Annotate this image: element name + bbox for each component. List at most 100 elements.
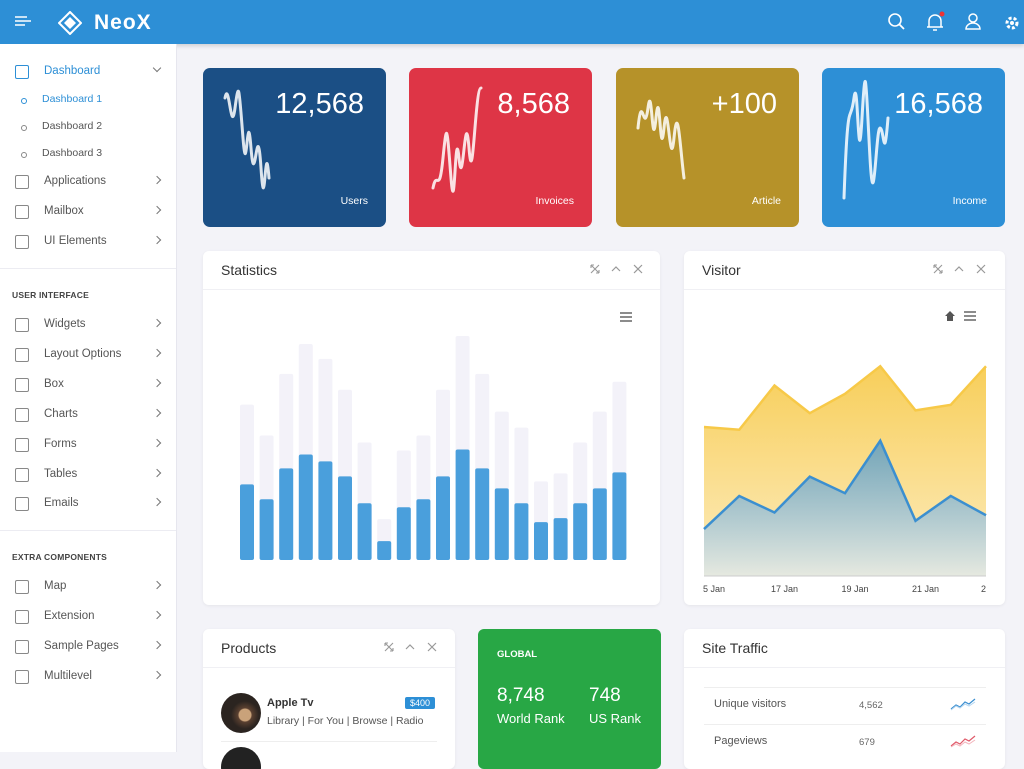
chevron xyxy=(152,438,162,447)
chevron xyxy=(152,610,162,620)
products-card: Products Apple Tv $400 Library | For You… xyxy=(203,629,455,769)
traffic-sparkline xyxy=(950,698,976,711)
stat-label: Users xyxy=(340,195,368,207)
menu-item[interactable]: Forms xyxy=(0,433,176,457)
menu-item[interactable]: Multilevel xyxy=(0,665,176,689)
sparkline-path xyxy=(842,79,890,200)
menu-label: Mailbox xyxy=(44,205,84,217)
menu-item[interactable]: Extension xyxy=(0,605,176,629)
traffic-value: 679 xyxy=(859,737,875,748)
chevron xyxy=(152,348,162,358)
bar xyxy=(436,476,450,560)
traffic-label: Pageviews xyxy=(714,735,768,747)
sparkline xyxy=(842,79,890,200)
traffic-sparkline xyxy=(950,735,976,748)
menu-item[interactable]: Emails xyxy=(0,492,176,516)
bar xyxy=(514,503,529,560)
sparkline-path xyxy=(431,86,483,193)
x-tick-label: 17 Jan xyxy=(771,584,798,594)
menu-item[interactable]: Mailbox xyxy=(0,200,176,224)
bar xyxy=(534,522,548,560)
menu-item[interactable]: Applications xyxy=(0,170,176,194)
menu-icon xyxy=(15,318,29,332)
menu-item[interactable]: Layout Options xyxy=(0,343,176,367)
bar xyxy=(475,468,490,560)
x-tick-label: 2 xyxy=(981,584,986,594)
menu-item[interactable]: UI Elements xyxy=(0,230,176,254)
chevron xyxy=(152,205,162,215)
stat-label: Invoices xyxy=(535,195,574,207)
section-heading: USER INTERFACE xyxy=(12,290,89,300)
submenu-label: Dashboard 1 xyxy=(42,93,103,105)
submenu-item[interactable]: Dashboard 2 xyxy=(0,120,176,134)
submenu-label: Dashboard 2 xyxy=(42,120,103,132)
card-controls[interactable] xyxy=(589,263,649,275)
menu-item[interactable]: Tables xyxy=(0,463,176,487)
card-title: Products xyxy=(221,640,277,656)
chevron xyxy=(152,580,162,590)
global-heading: GLOBAL xyxy=(497,649,538,660)
product-tags: Library | For You | Browse | Radio xyxy=(267,715,424,727)
section-heading: EXTRA COMPONENTS xyxy=(12,552,107,562)
statistics-card: Statistics xyxy=(203,251,660,605)
menu-item[interactable]: Box xyxy=(0,373,176,397)
menu-item[interactable]: Sample Pages xyxy=(0,635,176,659)
bar xyxy=(240,484,254,560)
menu-icon xyxy=(15,610,29,624)
bar xyxy=(338,476,352,560)
chevron xyxy=(152,63,162,73)
menu-item[interactable]: Dashboard xyxy=(0,60,176,84)
menu-item[interactable]: Charts xyxy=(0,403,176,427)
stat-label: Income xyxy=(952,195,987,207)
line xyxy=(703,438,987,530)
menu-label: Applications xyxy=(44,175,107,187)
menu-icon xyxy=(15,205,29,219)
stat-card: 8,568 Invoices xyxy=(409,68,592,227)
bar xyxy=(553,518,568,560)
card-controls[interactable] xyxy=(383,641,443,653)
stat-card: +100 Article xyxy=(616,68,799,227)
stat-card: 12,568 Users xyxy=(203,68,386,227)
submenu-label: Dashboard 3 xyxy=(42,147,103,159)
chart-menu[interactable] xyxy=(619,312,633,322)
chevron xyxy=(152,378,162,388)
submenu-item[interactable]: Dashboard 3 xyxy=(0,147,176,161)
divider xyxy=(203,289,660,290)
product-price: $400 xyxy=(405,697,436,709)
submenu-dot xyxy=(21,98,27,104)
submenu-item[interactable]: Dashboard 1 xyxy=(0,93,176,107)
bar xyxy=(377,541,392,560)
menu-label: Box xyxy=(44,377,64,390)
menu-label: Dashboard xyxy=(44,65,101,77)
line xyxy=(703,364,987,432)
menu-label: Extension xyxy=(44,610,95,622)
brand[interactable]: NeoX xyxy=(94,11,152,34)
menu-item[interactable]: Map xyxy=(0,575,176,599)
divider xyxy=(221,741,437,742)
menu-icon xyxy=(15,670,29,684)
card-controls[interactable] xyxy=(932,263,992,275)
menu-icon xyxy=(15,65,29,79)
divider xyxy=(0,268,176,269)
top-icons[interactable] xyxy=(886,11,1022,33)
product-name[interactable]: Apple Tv xyxy=(267,697,314,709)
visitor-card: Visitor 5 Jan 17 Jan 19 Jan 21 Jan 2 xyxy=(684,251,1005,605)
logo-icon xyxy=(58,11,82,35)
chevron xyxy=(152,235,162,245)
menu-icon xyxy=(15,580,29,594)
menu-icon xyxy=(15,175,29,189)
area xyxy=(704,440,986,576)
visitor-chart: 5 Jan 17 Jan 19 Jan 21 Jan 2 xyxy=(703,364,987,594)
chevron xyxy=(152,408,162,417)
chart-toolbar[interactable] xyxy=(944,310,978,322)
traffic-label: Unique visitors xyxy=(714,698,787,710)
divider xyxy=(203,667,455,668)
menu-label: Map xyxy=(44,580,67,592)
menu-label: Multilevel xyxy=(44,670,92,682)
submenu-dot xyxy=(21,125,27,131)
rank-label: World Rank xyxy=(497,711,565,726)
menu-toggle[interactable] xyxy=(14,15,32,29)
bar xyxy=(259,499,274,560)
menu-item[interactable]: Widgets xyxy=(0,313,176,337)
sparkline-path xyxy=(636,99,686,180)
